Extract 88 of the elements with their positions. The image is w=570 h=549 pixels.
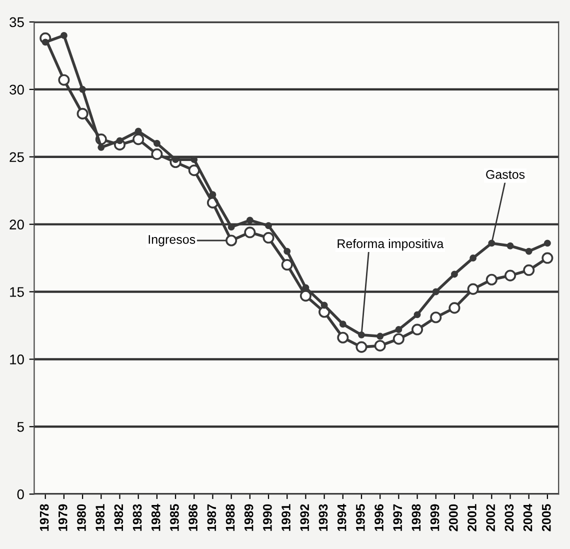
point — [42, 38, 49, 46]
point — [58, 74, 70, 86]
point — [246, 216, 254, 224]
x-tick-label: 2005 — [542, 504, 551, 532]
point — [244, 226, 256, 238]
point — [358, 331, 365, 338]
point — [188, 164, 200, 176]
point — [432, 288, 440, 296]
x-tick-label: 2002 — [486, 504, 496, 532]
point — [320, 302, 328, 309]
y-tick-label: 15 — [10, 287, 24, 297]
point — [376, 332, 384, 340]
point — [506, 242, 514, 250]
annotation: Reforma impositiva — [338, 238, 444, 251]
point — [339, 320, 346, 328]
x-tick-label: 1997 — [393, 504, 402, 531]
point — [281, 259, 293, 271]
point — [523, 264, 535, 276]
x-tick-label: 1990 — [263, 504, 272, 531]
x-tick-label: 2003 — [504, 504, 514, 532]
x-tick-label: 1986 — [188, 504, 198, 531]
y-tick-label: 35 — [10, 17, 24, 28]
point — [356, 341, 368, 353]
x-tick-label: 2001 — [468, 504, 476, 532]
point — [153, 140, 160, 147]
point — [79, 86, 86, 93]
y-tick-label: 30 — [10, 84, 24, 95]
point — [395, 326, 402, 333]
annotation: Ingresos — [148, 235, 196, 246]
point — [228, 224, 235, 230]
y-tick-label: 5 — [17, 422, 24, 432]
point — [525, 248, 532, 255]
annotation: Gastos — [486, 170, 525, 179]
point — [132, 134, 144, 146]
point — [430, 312, 442, 324]
x-tick-label: 1987 — [207, 504, 216, 531]
x-tick-label: 1982 — [114, 504, 124, 531]
point — [504, 270, 516, 282]
x-tick-label: 1989 — [244, 504, 254, 531]
point — [76, 108, 88, 120]
point — [448, 302, 460, 314]
point — [190, 156, 198, 164]
x-tick-label: 1998 — [412, 504, 421, 531]
point — [374, 340, 386, 352]
x-tick-label: 1999 — [430, 504, 440, 531]
x-tick-label: 2000 — [448, 504, 458, 532]
point — [116, 137, 124, 144]
point — [284, 248, 291, 255]
x-tick-label: 1991 — [282, 504, 290, 531]
point — [544, 240, 551, 247]
point — [98, 144, 105, 151]
x-tick-label: 1993 — [318, 504, 328, 531]
x-tick-label: 1979 — [58, 504, 68, 531]
point — [470, 254, 477, 262]
x-tick-label: 2004 — [523, 504, 532, 532]
x-tick-label: 1980 — [77, 504, 86, 531]
point — [392, 333, 404, 345]
point — [262, 232, 274, 244]
point — [226, 234, 238, 246]
point — [151, 148, 163, 160]
point — [414, 311, 421, 318]
x-tick-label: 1983 — [132, 504, 142, 531]
point — [467, 283, 479, 295]
point — [412, 324, 424, 336]
y-tick-label: 10 — [10, 354, 24, 364]
x-tick-label: 1994 — [337, 504, 346, 531]
point — [265, 222, 272, 230]
point — [450, 270, 458, 278]
point — [542, 252, 554, 264]
point — [300, 290, 312, 302]
x-tick-label: 1995 — [356, 504, 365, 531]
x-tick-label: 1988 — [226, 504, 235, 531]
x-tick-label: 1985 — [170, 504, 179, 531]
x-tick-label: 1992 — [300, 504, 310, 531]
y-tick-label: 20 — [10, 220, 24, 230]
y-tick-label: 0 — [17, 489, 24, 500]
x-tick-label: 1981 — [96, 504, 104, 531]
point — [302, 284, 310, 292]
point — [134, 128, 142, 135]
point — [486, 274, 498, 286]
x-tick-label: 1984 — [151, 504, 160, 531]
x-tick-label: 1978 — [40, 504, 49, 531]
x-tick-label: 1996 — [374, 504, 384, 531]
point — [337, 332, 349, 344]
point — [60, 32, 68, 39]
y-tick-label: 25 — [10, 152, 24, 162]
point — [488, 240, 496, 247]
point — [209, 191, 216, 198]
